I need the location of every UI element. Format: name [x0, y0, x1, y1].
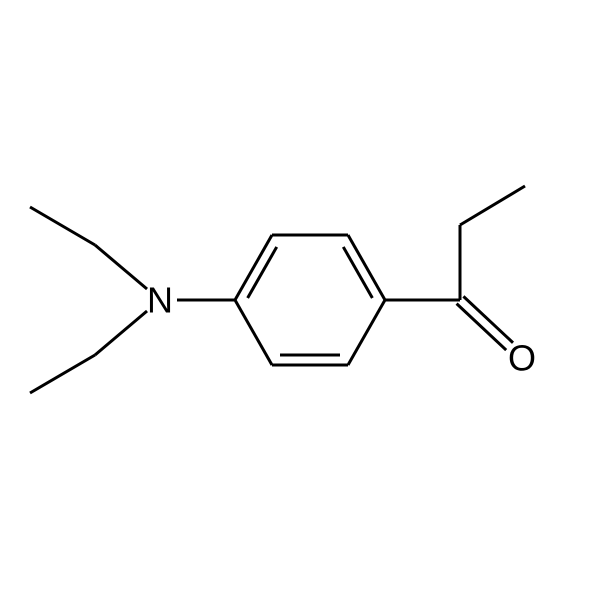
bond-line — [30, 207, 95, 245]
atom-label-o: O — [508, 338, 536, 379]
bond-line — [235, 300, 272, 365]
bond-line — [95, 311, 147, 355]
bond-line — [30, 355, 95, 393]
bond-line — [457, 304, 507, 350]
bond-line — [463, 296, 513, 342]
bond-line — [460, 186, 525, 225]
bond-line — [95, 245, 147, 289]
atom-label-n: N — [147, 280, 173, 321]
bond-line — [348, 300, 385, 365]
molecule-diagram: NO — [0, 0, 600, 600]
